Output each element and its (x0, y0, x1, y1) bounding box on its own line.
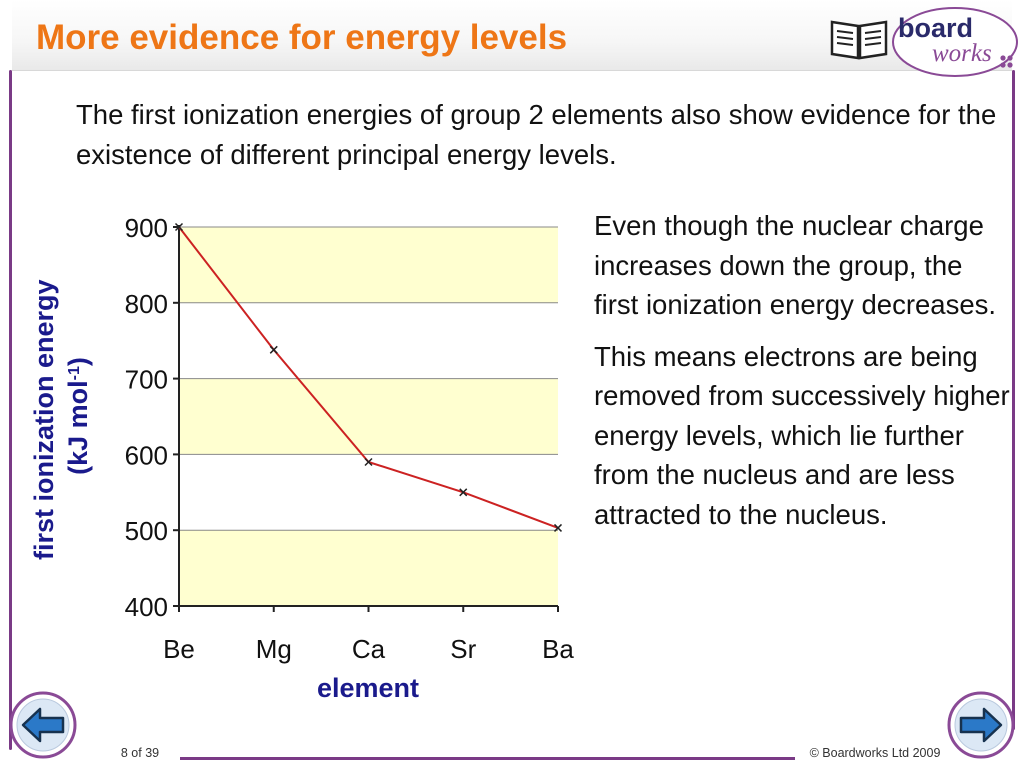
data-point-Sr (459, 488, 468, 497)
explanation-paragraph-2: This means electrons are being removed f… (594, 340, 1010, 530)
data-point-Be (174, 222, 184, 232)
y-axis-unit-sup: -1 (66, 366, 83, 380)
y-tick-label-800: 800 (125, 289, 168, 319)
y-tick-label-500: 500 (125, 516, 168, 546)
next-arrow-button[interactable] (946, 690, 1016, 760)
y-axis-unit-prefix: (kJ mol (63, 380, 93, 475)
x-axis-title: element (317, 673, 419, 703)
logo-wordmark-top: board (898, 13, 974, 43)
x-tick-label-Ca: Ca (352, 634, 386, 664)
back-arrow-button[interactable] (8, 690, 78, 760)
x-tick-label-Sr: Sr (450, 634, 476, 664)
plot-band-600 (179, 378, 558, 455)
slide-title: More evidence for energy levels (36, 18, 568, 57)
x-tick-label-Mg: Mg (256, 634, 292, 664)
intro-text: The first ionization energies of group 2… (76, 99, 997, 170)
y-tick-label-400: 400 (125, 592, 168, 622)
data-point-Ba (553, 523, 563, 532)
plot-band-700 (179, 302, 558, 379)
y-tick-label-900: 900 (125, 213, 168, 243)
plot-band-800 (179, 227, 558, 303)
plot-band-400 (179, 530, 558, 606)
y-axis-title: first ionization energy (kJ mol-1) (29, 272, 93, 560)
frame-bottom-border (100, 757, 950, 760)
x-tick-label-Be: Be (163, 634, 195, 664)
boardworks-logo (892, 7, 1018, 77)
frame-left-border (9, 70, 12, 750)
frame-right-border (1012, 70, 1015, 730)
y-tick-label-600: 600 (125, 440, 168, 470)
data-point-Ca (364, 457, 373, 467)
explanation-paragraph-1: Even though the nuclear charge increases… (594, 210, 997, 320)
y-axis-unit-suffix: ) (63, 357, 93, 366)
ionization-energy-chart: 400 500 600 700 800 900 Be Mg Ca Sr Ba element fi… (29, 213, 574, 703)
x-tick-label-Ba: Ba (542, 634, 574, 664)
logo-wordmark-bottom: works (932, 40, 992, 67)
y-axis-title-line2: (kJ mol-1) (63, 357, 93, 475)
plot-band-500 (179, 454, 558, 531)
data-point-Mg (269, 345, 278, 354)
y-axis-title-line1: first ionization energy (29, 279, 59, 560)
book-icon[interactable] (828, 14, 890, 62)
copyright-text: © Boardworks Ltd 2009 (795, 746, 955, 760)
page-indicator: 8 of 39 (100, 746, 180, 760)
y-tick-label-700: 700 (125, 365, 168, 395)
explanation-text: Even though the nuclear charge increases… (594, 206, 1014, 546)
